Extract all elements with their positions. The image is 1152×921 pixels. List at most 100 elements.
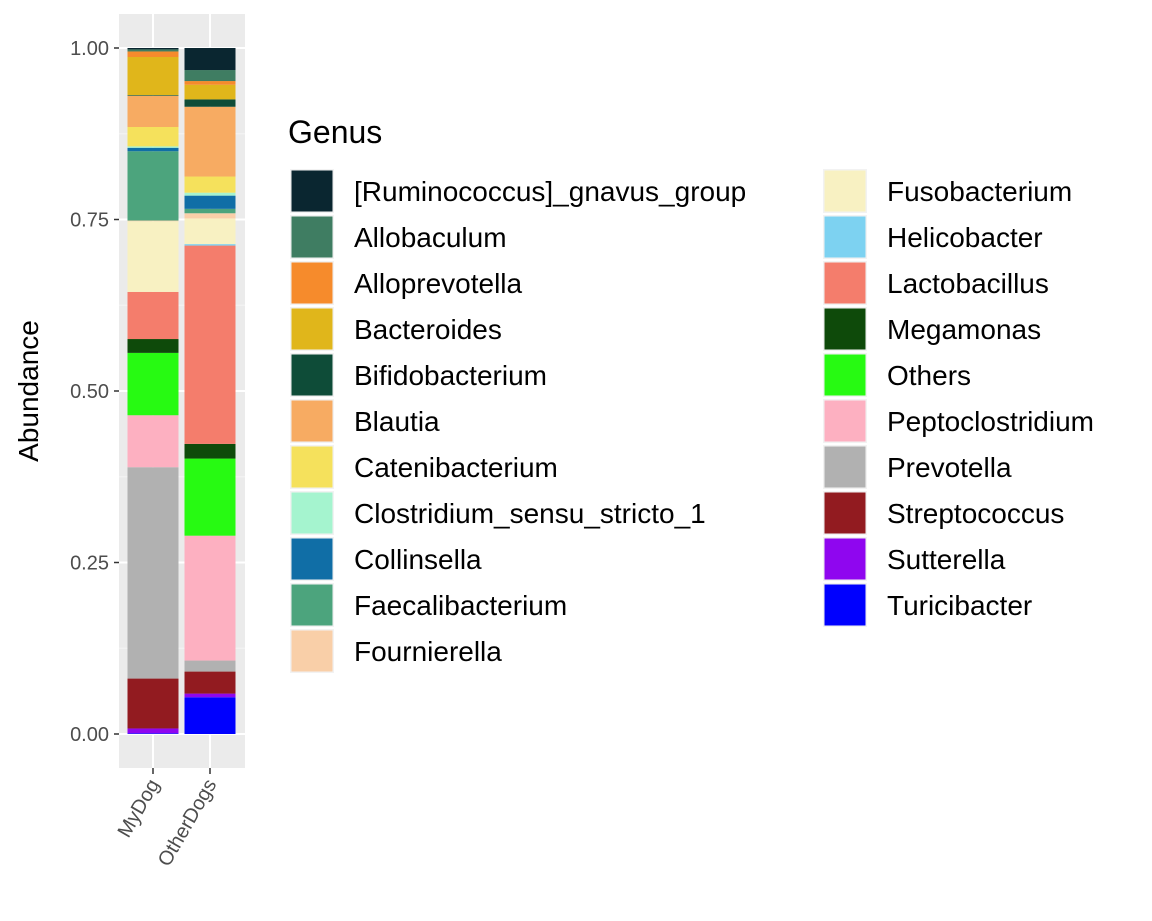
y-tick-label: 0.75 [70, 210, 109, 232]
legend-label: Bifidobacterium [354, 360, 547, 391]
bar-segment-mydog-fournierella [127, 220, 179, 222]
legend-label: Peptoclostridium [887, 406, 1094, 437]
legend-swatch [824, 308, 866, 350]
bar-segment-otherdogs-clostridium-sensu-stricto-1 [184, 192, 236, 196]
bar-segment-otherdogs-blautia [184, 106, 236, 177]
legend-item-bifidobacterium: Bifidobacterium [290, 353, 547, 397]
legend-label: Sutterella [887, 544, 1006, 575]
bar-segment-otherdogs-collinsella [184, 195, 236, 209]
y-tick-label: 0.00 [70, 724, 109, 746]
bar-segment-otherdogs-bacteroides [184, 84, 236, 100]
bar-segment-mydog-lactobacillus [127, 291, 179, 340]
legend-swatch [291, 538, 333, 580]
legend-swatch [824, 538, 866, 580]
legend-item-faecalibacterium: Faecalibacterium [290, 583, 567, 627]
legend-swatch [824, 262, 866, 304]
legend-label: Streptococcus [887, 498, 1064, 529]
bars [127, 48, 236, 734]
legend-item-allobaculum: Allobaculum [290, 215, 507, 259]
y-axis-title: Abundance [13, 320, 44, 462]
legend-label: Faecalibacterium [354, 590, 567, 621]
bar-segment-mydog-fusobacterium [127, 221, 179, 292]
legend-swatch [824, 170, 866, 212]
legend-item-others: Others [823, 353, 971, 397]
bar-segment-mydog-faecalibacterium [127, 151, 179, 221]
legend-label: Fournierella [354, 636, 502, 667]
legend-item-catenibacterium: Catenibacterium [290, 445, 558, 489]
legend-item-alloprevotella: Alloprevotella [290, 261, 523, 305]
bar-segment-mydog-bacteroides [127, 57, 179, 96]
legend-item-megamonas: Megamonas [823, 307, 1041, 351]
bar-segment-mydog-prevotella [127, 467, 179, 679]
legend-label: [Ruminococcus]_gnavus_group [354, 176, 746, 207]
legend-item-peptoclostridium: Peptoclostridium [823, 399, 1094, 443]
legend-swatch [824, 216, 866, 258]
legend-swatch [291, 446, 333, 488]
bar-segment-mydog-megamonas [127, 339, 179, 353]
legend-item-prevotella: Prevotella [823, 445, 1012, 489]
legend-label: Helicobacter [887, 222, 1043, 253]
legend-item-helicobacter: Helicobacter [823, 215, 1043, 259]
bar-segment-otherdogs-streptococcus [184, 671, 236, 694]
bar-segment-mydog-bifidobacterium [127, 95, 179, 96]
bar-segment-otherdogs-alloprevotella [184, 81, 236, 85]
legend-item-sutterella: Sutterella [823, 537, 1006, 581]
legend-swatch [824, 584, 866, 626]
bar-segment-otherdogs-lactobacillus [184, 245, 236, 444]
legend-label: Turicibacter [887, 590, 1032, 621]
bar-segment-otherdogs-megamonas [184, 443, 236, 459]
legend-label: Clostridium_sensu_stricto_1 [354, 498, 706, 529]
legend-item-collinsella: Collinsella [290, 537, 482, 581]
legend-label: Prevotella [887, 452, 1012, 483]
legend-label: Allobaculum [354, 222, 507, 253]
legend-swatch [291, 400, 333, 442]
y-axis: 0.00 0.25 0.50 0.75 1.00 [70, 38, 119, 746]
legend-label: Blautia [354, 406, 440, 437]
bar-segment-mydog-peptoclostridium [127, 415, 179, 468]
bar-segment-mydog-alloprevotella [127, 51, 179, 58]
y-tick-label: 0.25 [70, 553, 109, 575]
legend-label: Lactobacillus [887, 268, 1049, 299]
legend-swatch [824, 354, 866, 396]
bar-segment-otherdogs-turicibacter [184, 697, 236, 734]
bar-segment-mydog-catenibacterium [127, 126, 179, 147]
legend-swatch [291, 216, 333, 258]
bar-segment-otherdogs-faecalibacterium [184, 208, 236, 214]
legend-item-lactobacillus: Lactobacillus [823, 261, 1049, 305]
bar-segment-mydog-ruminococcus-gnavus-group [127, 48, 179, 50]
bar-segment-mydog-turicibacter [127, 733, 179, 734]
bar-segment-otherdogs-helicobacter [184, 244, 236, 246]
legend-swatch [824, 492, 866, 534]
bar-segment-mydog-others [127, 352, 179, 416]
legend-item-fournierella: Fournierella [290, 629, 502, 673]
bar-segment-otherdogs-fournierella [184, 213, 236, 219]
legend-item-bacteroides: Bacteroides [290, 307, 502, 351]
bar-segment-otherdogs-fusobacterium [184, 218, 236, 245]
legend-swatch [291, 492, 333, 534]
x-tick-label-otherdogs: OtherDogs [154, 776, 221, 871]
legend-swatch [291, 308, 333, 350]
bar-segment-mydog-sutterella [127, 728, 179, 734]
bar-segment-mydog-allobaculum [127, 49, 179, 52]
legend-title: Genus [288, 114, 382, 150]
legend-label: Collinsella [354, 544, 482, 575]
legend-swatch [291, 262, 333, 304]
legend-item-streptococcus: Streptococcus [823, 491, 1064, 535]
legend-label: Bacteroides [354, 314, 502, 345]
legend-item-turicibacter: Turicibacter [823, 583, 1032, 627]
legend-swatch [824, 400, 866, 442]
bar-segment-otherdogs-catenibacterium [184, 176, 236, 193]
bar-segment-otherdogs-ruminococcus-gnavus-group [184, 48, 236, 71]
legend-item-fusobacterium: Fusobacterium [823, 169, 1072, 213]
legend-label: Fusobacterium [887, 176, 1072, 207]
legend-label: Others [887, 360, 971, 391]
legend-swatch [291, 354, 333, 396]
legend-label: Catenibacterium [354, 452, 558, 483]
legend-label: Alloprevotella [354, 268, 523, 299]
legend: Genus [Ruminococcus]_gnavus_group Allobac… [288, 114, 1094, 673]
bar-segment-mydog-blautia [127, 95, 179, 127]
y-tick-label: 1.00 [70, 38, 109, 60]
bar-segment-mydog-collinsella [127, 147, 179, 152]
